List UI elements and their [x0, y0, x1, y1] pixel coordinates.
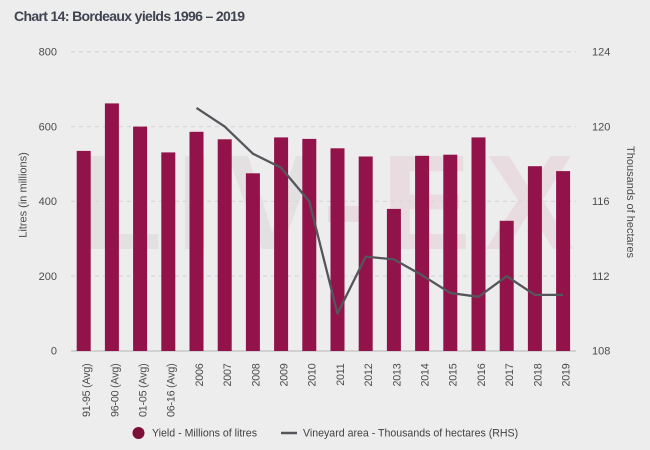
svg-text:124: 124 [592, 47, 610, 59]
svg-text:2006: 2006 [194, 363, 206, 386]
svg-text:96-00 (Avg): 96-00 (Avg) [109, 364, 121, 417]
svg-text:108: 108 [592, 346, 610, 358]
svg-text:91-95 (Avg): 91-95 (Avg) [81, 364, 93, 417]
svg-text:0: 0 [51, 346, 57, 358]
svg-text:Yield - Millions of litres: Yield - Millions of litres [152, 428, 257, 440]
svg-text:2010: 2010 [307, 363, 319, 386]
svg-text:112: 112 [592, 271, 610, 283]
svg-text:06-16 (Avg): 06-16 (Avg) [166, 364, 178, 417]
svg-text:120: 120 [592, 121, 610, 133]
svg-text:2008: 2008 [250, 363, 262, 386]
svg-text:2013: 2013 [391, 363, 403, 386]
svg-text:2011: 2011 [335, 363, 347, 385]
svg-text:2016: 2016 [476, 363, 488, 386]
svg-text:600: 600 [39, 121, 57, 133]
svg-text:200: 200 [39, 271, 57, 283]
svg-text:400: 400 [39, 196, 57, 208]
svg-text:01-05 (Avg): 01-05 (Avg) [138, 364, 150, 417]
svg-text:2015: 2015 [448, 363, 460, 386]
svg-text:Litres (in millions): Litres (in millions) [18, 152, 30, 238]
svg-text:2018: 2018 [532, 363, 544, 386]
svg-text:800: 800 [39, 47, 57, 59]
svg-text:116: 116 [592, 196, 610, 208]
svg-text:Thousands of hectares: Thousands of hectares [624, 146, 636, 258]
svg-text:2009: 2009 [279, 363, 291, 386]
svg-text:2014: 2014 [420, 363, 432, 386]
svg-text:2017: 2017 [504, 363, 516, 386]
svg-text:2007: 2007 [222, 363, 234, 386]
svg-text:2012: 2012 [363, 363, 375, 386]
svg-text:Vineyard area - Thousands of h: Vineyard area - Thousands of hectares (R… [303, 428, 518, 440]
svg-text:2019: 2019 [561, 363, 573, 386]
